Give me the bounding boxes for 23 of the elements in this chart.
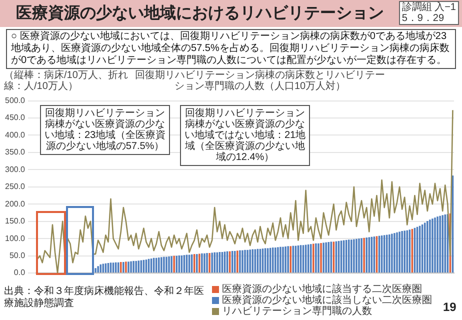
y-tick-label: 450.0 bbox=[4, 113, 26, 122]
text: 診調組 入−1 5．9．29 bbox=[398, 1, 459, 25]
y-tick-label: 500.0 bbox=[4, 96, 26, 106]
y-tick-label: 200.0 bbox=[4, 199, 26, 208]
chart-subtitle: ○ 医療資源の少ない地域においては、回復期リハビリテーション病棟の病床数が0である地域が23地域あり、医療資源の少ない地域全体の57.5%を占める。回復期リハビリテーション病棟の病床数が0である地域はリハビリテーション専門職の人数については配置が少ないが一定数は存在する。 bbox=[6, 29, 456, 69]
annotation: 回復期リハビリテーション病棟がない医療資源の少ない地域ではない地域：21地域（全医療資源の少ない地域の12.4%） bbox=[180, 104, 310, 166]
legend-label: 医療資源の少ない地域に該当する二次医療圏 bbox=[222, 284, 422, 295]
y-tick-label: 250.0 bbox=[4, 182, 26, 192]
y-tick-label: 150.0 bbox=[4, 216, 26, 226]
y-tick-label: 0.0 bbox=[14, 268, 26, 278]
annotation: 回復期リハビリテーション病棟がない医療資源の少ない地域：23地域（全医療資源の少ない地域の57.5%） bbox=[40, 104, 170, 155]
source-note: 出典：令和３年度病床機能報告、令和２年医療施設静態調査 bbox=[4, 286, 204, 310]
text: 19 bbox=[443, 300, 456, 314]
y-tick-label: 300.0 bbox=[4, 164, 26, 174]
chart-title: 医療資源の少ない地域におけるリハビリテーション bbox=[15, 3, 385, 24]
text: （縦棒：病床/10万人、折れ線：人/10万人） bbox=[4, 70, 129, 92]
legend-label: 医療資源の少ない地域に該当しない二次医療圏 bbox=[222, 295, 432, 306]
text: 回復期リハビリテーション病棟の病床数とリハビリテーション専門職の人数（人口10万人対） bbox=[135, 70, 385, 92]
y-tick-label: 400.0 bbox=[4, 130, 26, 140]
y-tick-label: 100.0 bbox=[4, 234, 26, 243]
y-tick-label: 350.0 bbox=[4, 148, 26, 157]
y-tick-label: 50.0 bbox=[9, 250, 26, 260]
legend-label: リハビリテーション専門職の人数 bbox=[222, 306, 372, 317]
